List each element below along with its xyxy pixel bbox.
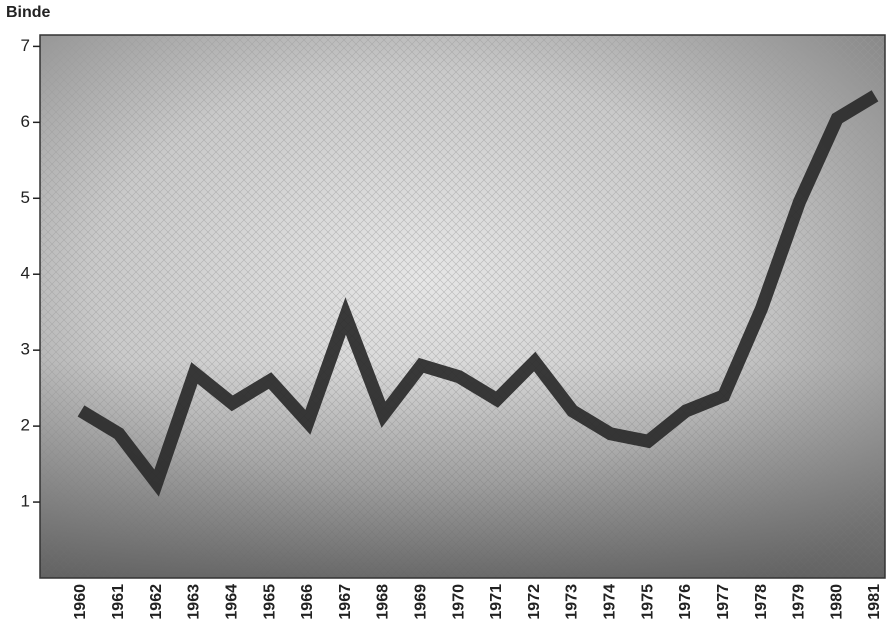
y-tick-label: 7 <box>21 36 30 55</box>
x-tick-label: 1969 <box>413 584 430 620</box>
x-tick-label: 1978 <box>753 584 770 620</box>
y-tick-label: 2 <box>21 416 30 435</box>
x-tick-label: 1973 <box>564 584 581 620</box>
y-tick-label: 5 <box>21 188 30 207</box>
x-tick-label: 1960 <box>72 584 89 620</box>
y-axis-label: Binde <box>6 4 51 21</box>
background-photo <box>39 34 886 579</box>
x-tick-label: 1962 <box>148 584 165 620</box>
y-tick-label: 4 <box>21 264 30 283</box>
data-line <box>77 90 879 497</box>
x-tick-label: 1974 <box>602 584 619 620</box>
y-tick-label: 6 <box>21 112 30 131</box>
x-tick-label: 1961 <box>110 584 127 620</box>
x-tick-label: 1965 <box>261 584 278 620</box>
x-tick-label: 1968 <box>375 584 392 620</box>
x-tick-label: 1971 <box>488 584 505 620</box>
x-tick-label: 1970 <box>450 584 467 620</box>
y-tick-label: 1 <box>21 492 30 511</box>
x-tick-label: 1979 <box>791 584 808 620</box>
x-tick-label: 1972 <box>526 584 543 620</box>
x-tick-label: 1967 <box>337 584 354 620</box>
x-tick-label: 1977 <box>715 584 732 620</box>
x-tick-label: 1975 <box>639 584 656 620</box>
x-tick-label: 1976 <box>677 584 694 620</box>
x-tick-label: 1963 <box>186 584 203 620</box>
x-tick-label: 1966 <box>299 584 316 620</box>
x-tick-label: 1980 <box>828 584 845 620</box>
x-tick-label: 1964 <box>223 584 240 620</box>
y-tick-label: 3 <box>21 340 30 359</box>
x-tick-label: 1981 <box>866 584 883 620</box>
